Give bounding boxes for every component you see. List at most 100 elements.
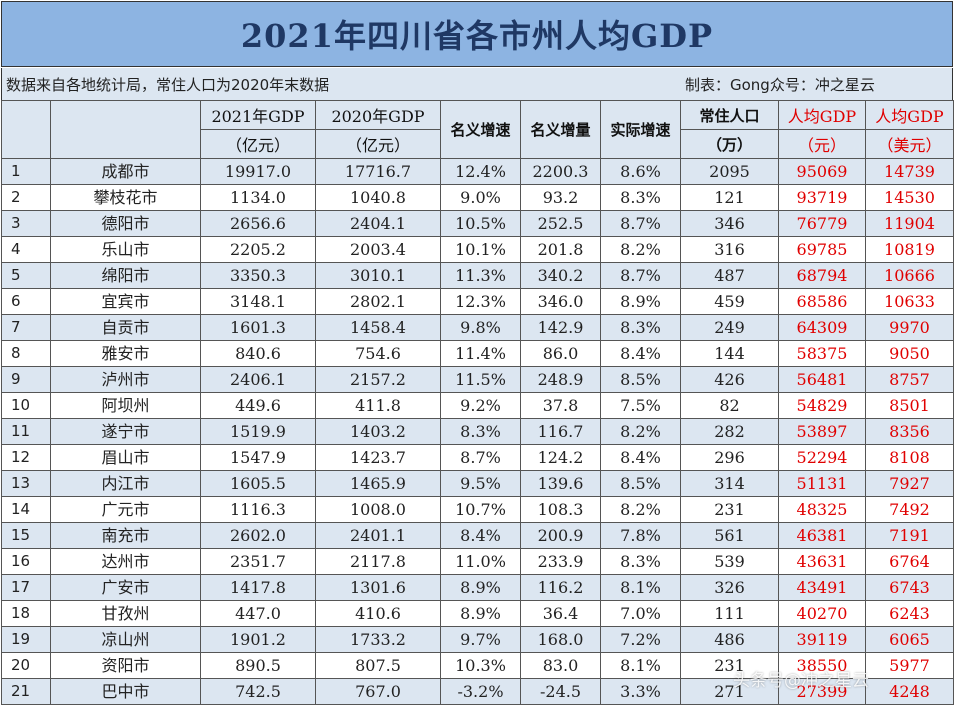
cell-per-capita-cny: 64309 xyxy=(778,314,866,341)
cell-rank: 5 xyxy=(1,262,51,289)
cell-per-capita-usd: 11904 xyxy=(865,210,954,237)
cell-per-capita-cny: 43631 xyxy=(778,548,866,575)
cell-per-capita-cny: 39119 xyxy=(778,626,866,653)
cell-per-capita-usd: 8501 xyxy=(865,392,954,419)
header-population: 常住人口 xyxy=(680,100,779,130)
cell-nominal-growth: 11.5% xyxy=(440,366,521,393)
cell-gdp-2021: 19917.0 xyxy=(200,158,316,185)
header-nominal-growth: 名义增速 xyxy=(440,100,521,159)
table-row: 2 攀枝花市 1134.0 1040.8 9.0% 93.2 8.3% 121 93719 145… xyxy=(1,184,954,211)
cell-population: 314 xyxy=(680,470,779,497)
cell-per-capita-cny: 27399 xyxy=(778,678,866,705)
cell-real-growth: 8.2% xyxy=(600,418,681,445)
cell-gdp-2020: 807.5 xyxy=(315,652,441,679)
cell-per-capita-cny: 95069 xyxy=(778,158,866,185)
cell-per-capita-cny: 54829 xyxy=(778,392,866,419)
cell-nominal-growth: 9.7% xyxy=(440,626,521,653)
cell-gdp-2021: 1116.3 xyxy=(200,496,316,523)
cell-per-capita-cny: 68586 xyxy=(778,288,866,315)
header-real-growth: 实际增速 xyxy=(600,100,681,159)
cell-gdp-2020: 1040.8 xyxy=(315,184,441,211)
cell-rank: 15 xyxy=(1,522,51,549)
cell-rank: 16 xyxy=(1,548,51,575)
cell-nominal-increase: 93.2 xyxy=(520,184,601,211)
cell-gdp-2020: 2802.1 xyxy=(315,288,441,315)
cell-gdp-2020: 411.8 xyxy=(315,392,441,419)
cell-rank: 3 xyxy=(1,210,51,237)
cell-per-capita-cny: 40270 xyxy=(778,600,866,627)
cell-nominal-increase: 168.0 xyxy=(520,626,601,653)
header-per-capita-usd: 人均GDP xyxy=(865,100,954,130)
cell-real-growth: 8.1% xyxy=(600,574,681,601)
cell-nominal-increase: 108.3 xyxy=(520,496,601,523)
header-city xyxy=(50,100,201,159)
cell-population: 231 xyxy=(680,496,779,523)
cell-rank: 8 xyxy=(1,340,51,367)
cell-city: 眉山市 xyxy=(50,444,201,471)
cell-rank: 20 xyxy=(1,652,51,679)
cell-nominal-increase: 86.0 xyxy=(520,340,601,367)
cell-city: 达州市 xyxy=(50,548,201,575)
cell-city: 宜宾市 xyxy=(50,288,201,315)
cell-real-growth: 8.5% xyxy=(600,470,681,497)
cell-per-capita-cny: 56481 xyxy=(778,366,866,393)
cell-gdp-2020: 17716.7 xyxy=(315,158,441,185)
table-row: 11 遂宁市 1519.9 1403.2 8.3% 116.7 8.2% 282 53897 83… xyxy=(1,418,954,445)
cell-per-capita-cny: 46381 xyxy=(778,522,866,549)
header-gdp2020-unit: （亿元） xyxy=(315,129,441,159)
cell-per-capita-cny: 93719 xyxy=(778,184,866,211)
cell-gdp-2021: 3148.1 xyxy=(200,288,316,315)
table-row: 6 宜宾市 3148.1 2802.1 12.3% 346.0 8.9% 459 68586 10… xyxy=(1,288,954,315)
cell-nominal-increase: 124.2 xyxy=(520,444,601,471)
cell-population: 316 xyxy=(680,236,779,263)
source-note: 数据来自各地统计局，常住人口为2020年末数据 xyxy=(6,76,330,94)
table-row: 4 乐山市 2205.2 2003.4 10.1% 201.8 8.2% 316 69785 10… xyxy=(1,236,954,263)
header-index xyxy=(1,100,51,159)
cell-population: 561 xyxy=(680,522,779,549)
cell-gdp-2021: 840.6 xyxy=(200,340,316,367)
cell-gdp-2020: 754.6 xyxy=(315,340,441,367)
cell-rank: 17 xyxy=(1,574,51,601)
cell-real-growth: 8.5% xyxy=(600,366,681,393)
header-per-capita-cny-unit: （元） xyxy=(778,129,866,159)
table-row: 8 雅安市 840.6 754.6 11.4% 86.0 8.4% 144 58375 9050 xyxy=(1,340,954,367)
cell-gdp-2021: 449.6 xyxy=(200,392,316,419)
cell-gdp-2021: 1519.9 xyxy=(200,418,316,445)
cell-gdp-2020: 2157.2 xyxy=(315,366,441,393)
cell-gdp-2021: 1605.5 xyxy=(200,470,316,497)
cell-gdp-2020: 3010.1 xyxy=(315,262,441,289)
cell-population: 486 xyxy=(680,626,779,653)
cell-nominal-increase: 83.0 xyxy=(520,652,601,679)
cell-city: 巴中市 xyxy=(50,678,201,705)
table-row: 17 广安市 1417.8 1301.6 8.9% 116.2 8.1% 326 43491 67… xyxy=(1,574,954,601)
cell-nominal-growth: 8.9% xyxy=(440,574,521,601)
cell-real-growth: 8.9% xyxy=(600,288,681,315)
cell-real-growth: 8.6% xyxy=(600,158,681,185)
cell-nominal-growth: 8.9% xyxy=(440,600,521,627)
cell-gdp-2020: 1458.4 xyxy=(315,314,441,341)
cell-nominal-increase: 36.4 xyxy=(520,600,601,627)
cell-population: 282 xyxy=(680,418,779,445)
cell-nominal-growth: 9.0% xyxy=(440,184,521,211)
cell-population: 487 xyxy=(680,262,779,289)
cell-real-growth: 8.3% xyxy=(600,314,681,341)
cell-real-growth: 8.2% xyxy=(600,496,681,523)
cell-rank: 10 xyxy=(1,392,51,419)
header-gdp2021: 2021年GDP xyxy=(200,100,316,130)
cell-nominal-growth: 11.0% xyxy=(440,548,521,575)
cell-nominal-growth: 10.5% xyxy=(440,210,521,237)
cell-rank: 13 xyxy=(1,470,51,497)
cell-nominal-increase: 2200.3 xyxy=(520,158,601,185)
cell-gdp-2020: 1423.7 xyxy=(315,444,441,471)
cell-gdp-2021: 2351.7 xyxy=(200,548,316,575)
cell-nominal-growth: 9.5% xyxy=(440,470,521,497)
cell-population: 346 xyxy=(680,210,779,237)
cell-nominal-increase: 252.5 xyxy=(520,210,601,237)
cell-rank: 12 xyxy=(1,444,51,471)
cell-population: 296 xyxy=(680,444,779,471)
table-row: 3 德阳市 2656.6 2404.1 10.5% 252.5 8.7% 346 76779 11… xyxy=(1,210,954,237)
cell-gdp-2021: 1134.0 xyxy=(200,184,316,211)
table-row: 21 巴中市 742.5 767.0 -3.2% -24.5 3.3% 271 27399 424… xyxy=(1,678,954,705)
cell-gdp-2020: 2003.4 xyxy=(315,236,441,263)
cell-real-growth: 7.8% xyxy=(600,522,681,549)
